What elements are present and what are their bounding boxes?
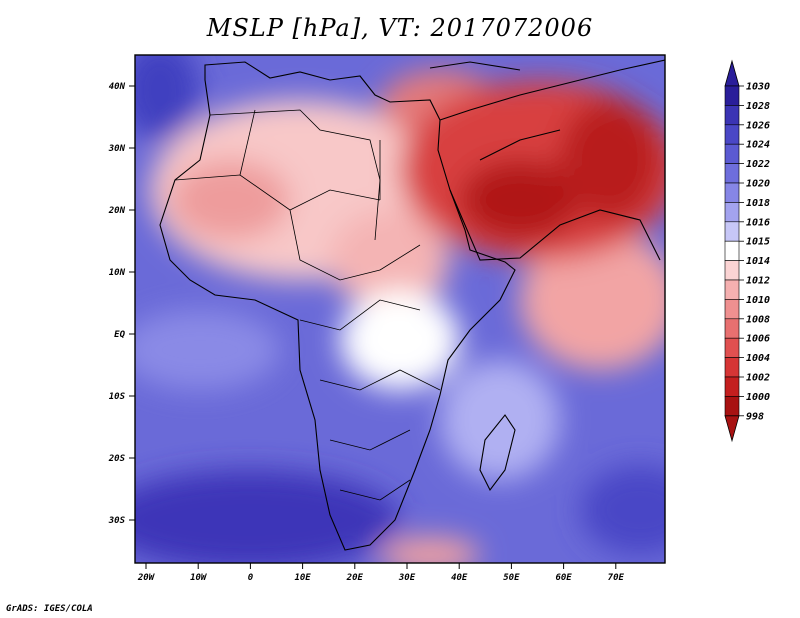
lon-tick-label: 20E <box>346 573 364 583</box>
colorbar-label: 1002 <box>746 373 770 384</box>
plot-frame <box>134 54 666 564</box>
colorbar-segment <box>724 337 740 358</box>
lat-tick-label: 40N <box>109 82 126 92</box>
colorbar-bottom-arrow <box>724 415 740 443</box>
colorbar-label: 1012 <box>746 276 770 287</box>
colorbar-segment <box>724 85 740 106</box>
colorbar-segment <box>724 357 740 378</box>
lat-tick-label: 30N <box>108 144 126 154</box>
lat-tick-label: 30S <box>108 516 126 526</box>
colorbar-segment <box>724 105 740 126</box>
colorbar-segment <box>724 202 740 223</box>
lon-tick-label: 70E <box>608 573 625 583</box>
colorbar-label: 1016 <box>746 217 770 228</box>
colorbar-label: 1015 <box>746 237 770 248</box>
map-title: MSLP [hPa], VT: 2017072006 <box>206 14 594 42</box>
country-borders <box>174 109 441 501</box>
pressure-field <box>135 55 665 563</box>
colorbar-label: 1014 <box>746 256 770 267</box>
lon-tick-label: 40E <box>451 573 468 583</box>
lat-tick-label: EQ <box>114 330 125 340</box>
colorbar-label: 998 <box>746 411 764 422</box>
colorbar-label: 1000 <box>746 392 770 403</box>
colorbar-label: 1008 <box>746 314 770 325</box>
colorbar-label: 1030 <box>746 82 770 93</box>
colorbar-label: 1026 <box>746 120 770 131</box>
lon-tick-label: 50E <box>503 573 520 583</box>
colorbar-label: 1006 <box>746 334 770 345</box>
lat-tick-label: 10N <box>109 268 126 278</box>
coastlines <box>159 59 665 551</box>
colorbar-label: 1018 <box>746 198 770 209</box>
colorbar-label: 1004 <box>746 353 770 364</box>
lon-tick-label: 10E <box>294 573 311 583</box>
lon-tick-label: 30E <box>398 573 416 583</box>
colorbar-segment <box>724 260 740 281</box>
colorbar-segment <box>724 163 740 184</box>
colorbar-segment <box>724 318 740 339</box>
colorbar-label: 1022 <box>746 159 770 170</box>
lat-tick-label: 20S <box>108 454 126 464</box>
colorbar-top-arrow <box>724 59 740 87</box>
colorbar-label: 1020 <box>746 179 770 190</box>
colorbar-label: 1024 <box>746 140 770 151</box>
colorbar-segment <box>724 221 740 242</box>
lon-tick-label: 20W <box>137 573 156 583</box>
lat-tick-label: 20N <box>108 206 126 216</box>
colorbar-segment <box>724 299 740 320</box>
latitude-axis: 40N 30N 20N 10N EQ 10S 20S 30S <box>108 82 135 526</box>
colorbar-label: 1010 <box>746 295 770 306</box>
lat-tick-label: 10S <box>109 392 126 402</box>
lon-tick-label: 10W <box>190 573 208 583</box>
colorbar-segment <box>724 376 740 397</box>
colorbar-label: 1028 <box>746 101 770 112</box>
footer-credit: GrADS: IGES/COLA <box>6 604 93 614</box>
colorbar-segment <box>724 240 740 261</box>
colorbar-segment <box>724 182 740 203</box>
colorbar-segment <box>724 396 740 417</box>
lon-tick-label: 60E <box>555 573 572 583</box>
colorbar: 1030 1028 1026 1024 1022 1020 1018 1016 1015 1014… <box>724 59 770 443</box>
colorbar-segment <box>724 279 740 300</box>
colorbar-segment <box>724 124 740 145</box>
colorbar-segment <box>724 143 740 164</box>
longitude-axis: 20W 10W 0 10E 20E 30E 40E 50E 60E 70E <box>137 563 625 583</box>
lon-tick-label: 0 <box>248 573 254 583</box>
